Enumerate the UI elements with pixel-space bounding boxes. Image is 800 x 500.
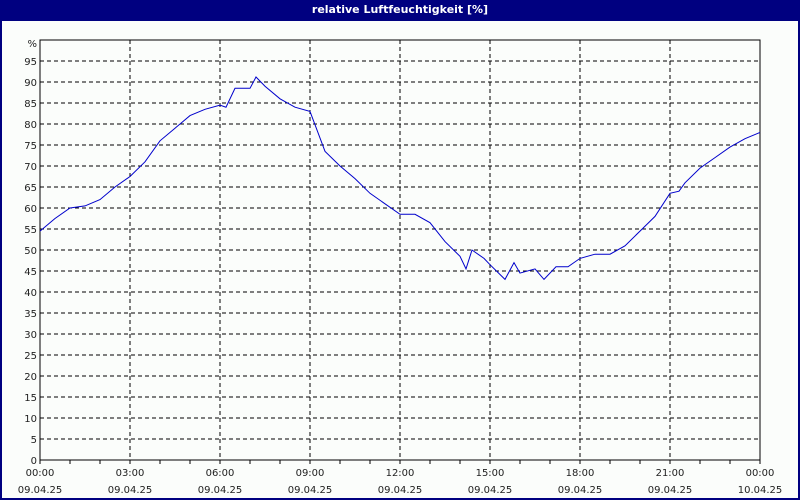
x-tick-time: 21:00: [656, 468, 685, 479]
y-tick-label: 55: [24, 225, 37, 236]
y-tick-label: 35: [24, 309, 37, 320]
y-tick-label: 90: [24, 78, 37, 89]
x-tick-time: 12:00: [386, 468, 415, 479]
y-tick-label: 30: [24, 330, 37, 341]
y-tick-label: 10: [24, 414, 37, 425]
y-tick-label: 40: [24, 288, 37, 299]
x-tick-time: 03:00: [116, 468, 145, 479]
x-tick-date: 09.04.25: [648, 485, 693, 496]
y-tick-label: 25: [24, 351, 37, 362]
chart-grid: [40, 40, 760, 460]
y-tick-label: 15: [24, 393, 37, 404]
y-tick-label: 20: [24, 372, 37, 383]
x-tick-date: 09.04.25: [198, 485, 243, 496]
x-tick-date: 09.04.25: [378, 485, 423, 496]
y-tick-label: 50: [24, 246, 37, 257]
x-tick-date: 09.04.25: [108, 485, 153, 496]
y-tick-label: 60: [24, 204, 37, 215]
chart-axes: [39, 39, 761, 464]
x-tick-time: 18:00: [566, 468, 595, 479]
y-tick-label: 65: [24, 183, 37, 194]
x-tick-time: 00:00: [26, 468, 55, 479]
x-tick-date: 09.04.25: [468, 485, 513, 496]
x-tick-time: 06:00: [206, 468, 235, 479]
y-tick-label: 5: [31, 435, 37, 446]
x-axis-labels: 00:00 09.04.25 03:00 09.04.25 06:00 09.04.25 0…: [18, 468, 783, 496]
y-tick-label: 95: [24, 57, 37, 68]
x-tick-time: 15:00: [476, 468, 505, 479]
humidity-series-line: [39, 76, 761, 281]
x-tick-time: 00:00: [746, 468, 775, 479]
y-tick-label: 45: [24, 267, 37, 278]
y-unit-label: %: [27, 39, 37, 50]
y-tick-label: 75: [24, 141, 37, 152]
x-tick-date: 09.04.25: [558, 485, 603, 496]
y-tick-label: 0: [31, 456, 37, 467]
window-title: relative Luftfeuchtigkeit [%]: [311, 3, 489, 16]
y-tick-label: 85: [24, 99, 37, 110]
x-tick-date: 10.04.25: [738, 485, 783, 496]
y-tick-label: 70: [24, 162, 37, 173]
x-tick-date: 09.04.25: [18, 485, 63, 496]
y-tick-label: 80: [24, 120, 37, 131]
plot-area-frame: [39, 39, 761, 461]
x-tick-time: 09:00: [296, 468, 325, 479]
x-tick-date: 09.04.25: [288, 485, 333, 496]
y-axis-labels: 0 5 10 15 20 25 30 35 40 45 50 55 60 65 70 75 80 85 90 95%: [24, 39, 37, 467]
